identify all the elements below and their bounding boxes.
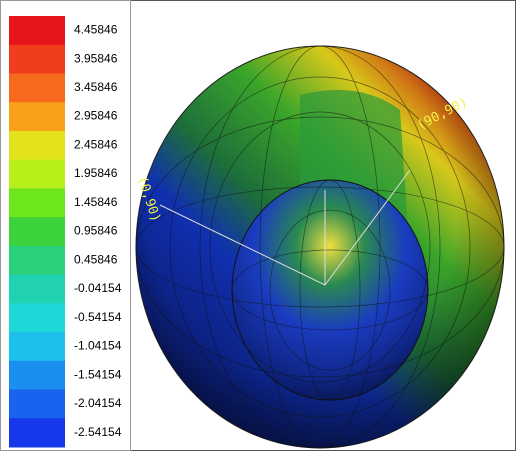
legend-label: 0.95846 xyxy=(74,224,118,238)
legend-label: -0.04154 xyxy=(74,281,122,295)
legend-label: 3.95846 xyxy=(74,51,118,65)
legend-swatch xyxy=(9,16,65,45)
legend-swatch xyxy=(9,45,65,74)
legend-swatch xyxy=(9,73,65,102)
legend-label: 3.45846 xyxy=(74,80,118,94)
legend-swatch xyxy=(9,390,65,419)
legend-label: 2.95846 xyxy=(74,109,118,123)
legend-swatch xyxy=(9,418,65,447)
legend-swatch xyxy=(9,361,65,390)
legend-swatch xyxy=(9,188,65,217)
legend-label: -0.54154 xyxy=(74,310,122,324)
legend-label: 0.45846 xyxy=(74,252,118,266)
screen: 4.45846 3.95846 3.45846 2.95846 2.45846 1.958… xyxy=(0,0,516,451)
legend-swatch xyxy=(9,303,65,332)
legend-swatch xyxy=(9,246,65,275)
legend-label: 2.45846 xyxy=(74,137,118,151)
legend-swatch xyxy=(9,160,65,189)
legend-swatch xyxy=(9,332,65,361)
legend-label: 1.95846 xyxy=(74,166,118,180)
legend-swatch xyxy=(9,217,65,246)
legend-swatch xyxy=(9,102,65,131)
legend-label: -1.54154 xyxy=(74,367,122,381)
legend-swatch xyxy=(9,275,65,304)
radiation-pattern: (0,90) (90,90) xyxy=(134,46,504,448)
legend-label: -2.54154 xyxy=(74,425,122,439)
legend-label: 4.45846 xyxy=(74,23,118,37)
legend-label: -1.04154 xyxy=(74,339,122,353)
legend-label: -2.04154 xyxy=(74,396,122,410)
legend-label: 1.45846 xyxy=(74,195,118,209)
legend-swatch xyxy=(9,131,65,160)
